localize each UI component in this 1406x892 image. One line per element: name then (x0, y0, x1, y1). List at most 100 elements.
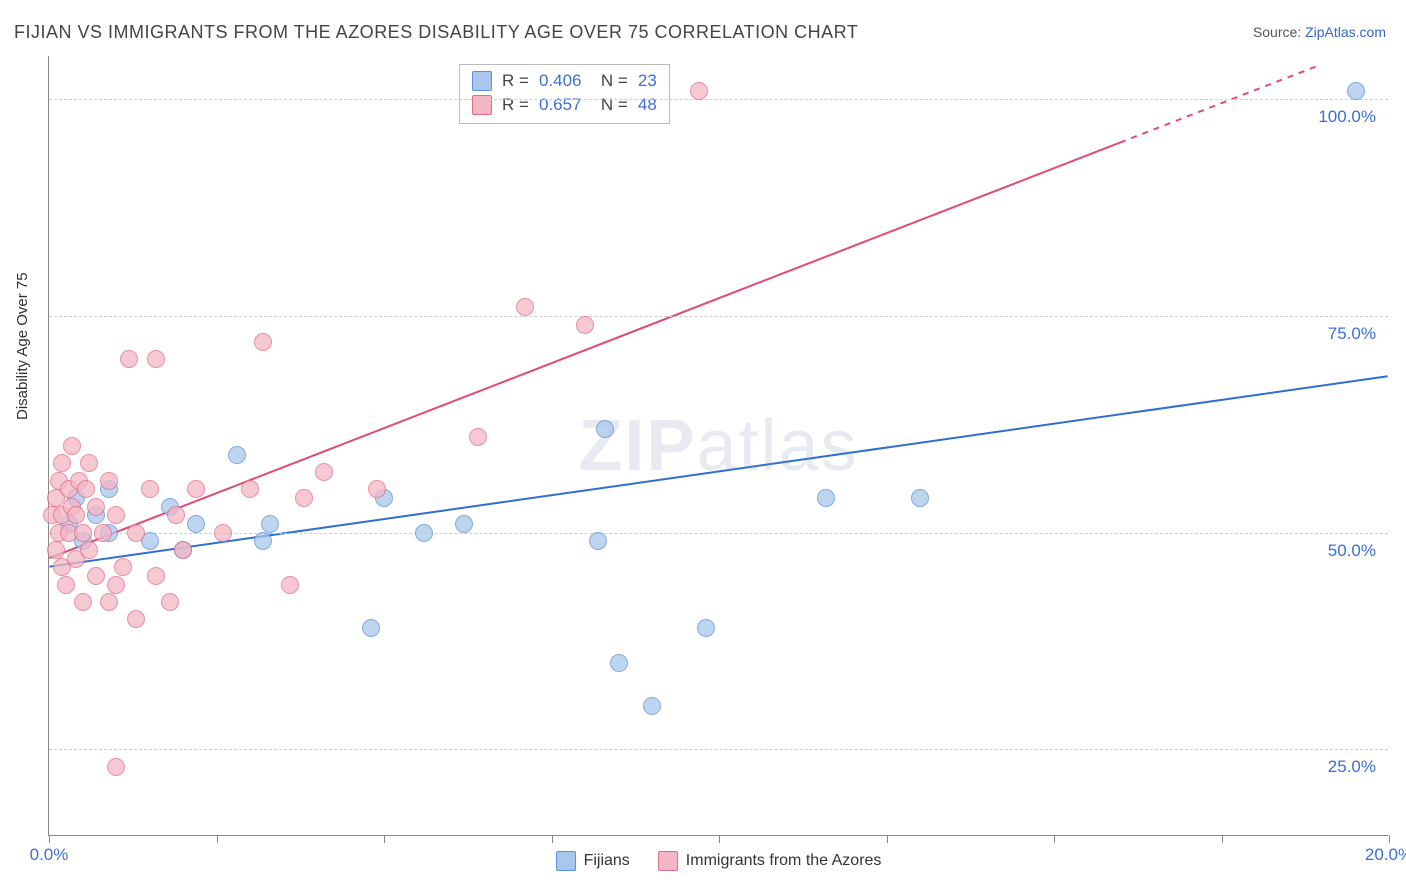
data-point-azores (74, 593, 92, 611)
x-tick (384, 835, 385, 843)
legend-item-fijians: Fijians (556, 851, 630, 871)
data-point-azores (107, 758, 125, 776)
corr-n-label: N = (591, 69, 627, 93)
data-point-azores (114, 558, 132, 576)
data-point-azores (127, 610, 145, 628)
corr-r-value-fijians: 0.406 (539, 69, 582, 93)
data-point-fijians (589, 532, 607, 550)
gridline (49, 316, 1388, 317)
source-label: Source: (1253, 24, 1305, 40)
data-point-azores (80, 541, 98, 559)
x-tick (49, 835, 50, 843)
data-point-fijians (697, 619, 715, 637)
chart-title: FIJIAN VS IMMIGRANTS FROM THE AZORES DIS… (14, 22, 858, 43)
data-point-fijians (254, 532, 272, 550)
data-point-azores (87, 498, 105, 516)
data-point-azores (77, 480, 95, 498)
data-point-azores (74, 524, 92, 542)
data-point-azores (281, 576, 299, 594)
data-point-azores (100, 472, 118, 490)
trend-line-azores-dashed (1120, 65, 1321, 143)
y-tick-label: 25.0% (1328, 757, 1376, 777)
data-point-fijians (455, 515, 473, 533)
data-point-azores (53, 454, 71, 472)
series-legend: Fijians Immigrants from the Azores (556, 851, 882, 871)
x-tick (1389, 835, 1390, 843)
data-point-fijians (187, 515, 205, 533)
legend-label-fijians: Fijians (584, 852, 630, 870)
scatter-plot-area: ZIPatlas R = 0.406 N = 23R = 0.657 N = 4… (48, 56, 1388, 836)
data-point-azores (47, 541, 65, 559)
watermark: ZIPatlas (578, 405, 858, 487)
corr-legend-row-azores: R = 0.657 N = 48 (472, 93, 657, 117)
y-tick-label: 75.0% (1328, 324, 1376, 344)
data-point-fijians (261, 515, 279, 533)
data-point-azores (63, 437, 81, 455)
data-point-azores (254, 333, 272, 351)
gridline (49, 99, 1388, 100)
data-point-azores (120, 350, 138, 368)
watermark-suffix: atlas (696, 406, 858, 486)
data-point-azores (214, 524, 232, 542)
y-tick-label: 50.0% (1328, 541, 1376, 561)
legend-swatch-azores (472, 95, 492, 115)
data-point-azores (576, 316, 594, 334)
data-point-fijians (817, 489, 835, 507)
corr-legend-row-fijians: R = 0.406 N = 23 (472, 69, 657, 93)
data-point-fijians (643, 697, 661, 715)
data-point-azores (87, 567, 105, 585)
data-point-azores (241, 480, 259, 498)
correlation-legend-box: R = 0.406 N = 23R = 0.657 N = 48 (459, 64, 670, 124)
legend-item-azores: Immigrants from the Azores (658, 851, 882, 871)
data-point-azores (161, 593, 179, 611)
legend-swatch-fijians (556, 851, 576, 871)
data-point-fijians (415, 524, 433, 542)
data-point-azores (516, 298, 534, 316)
corr-n-value-azores: 48 (638, 93, 657, 117)
x-tick-label: 20.0% (1365, 845, 1406, 865)
x-tick (1222, 835, 1223, 843)
data-point-fijians (610, 654, 628, 672)
corr-r-label: R = (502, 69, 529, 93)
data-point-fijians (1347, 82, 1365, 100)
corr-r-label: R = (502, 93, 529, 117)
data-point-azores (469, 428, 487, 446)
data-point-azores (107, 576, 125, 594)
gridline (49, 533, 1388, 534)
trend-line-fijians (49, 376, 1387, 566)
data-point-azores (690, 82, 708, 100)
data-point-azores (100, 593, 118, 611)
corr-r-value-azores: 0.657 (539, 93, 582, 117)
trend-line-azores (49, 143, 1120, 558)
legend-label-azores: Immigrants from the Azores (686, 852, 882, 870)
data-point-azores (94, 524, 112, 542)
data-point-fijians (596, 420, 614, 438)
data-point-azores (107, 506, 125, 524)
x-tick (552, 835, 553, 843)
data-point-fijians (228, 446, 246, 464)
data-point-azores (57, 576, 75, 594)
data-point-azores (368, 480, 386, 498)
x-tick (1054, 835, 1055, 843)
corr-n-label: N = (591, 93, 627, 117)
legend-swatch-fijians (472, 71, 492, 91)
watermark-prefix: ZIP (578, 406, 696, 486)
data-point-fijians (911, 489, 929, 507)
y-axis-label: Disability Age Over 75 (14, 272, 31, 420)
data-point-azores (147, 350, 165, 368)
x-tick (719, 835, 720, 843)
data-point-azores (127, 524, 145, 542)
data-point-azores (147, 567, 165, 585)
data-point-azores (67, 506, 85, 524)
corr-n-value-fijians: 23 (638, 69, 657, 93)
gridline (49, 749, 1388, 750)
data-point-azores (315, 463, 333, 481)
trend-lines-svg (49, 56, 1388, 835)
data-point-azores (167, 506, 185, 524)
data-point-azores (141, 480, 159, 498)
data-point-fijians (362, 619, 380, 637)
x-tick (217, 835, 218, 843)
data-point-azores (174, 541, 192, 559)
x-tick (887, 835, 888, 843)
data-point-azores (295, 489, 313, 507)
